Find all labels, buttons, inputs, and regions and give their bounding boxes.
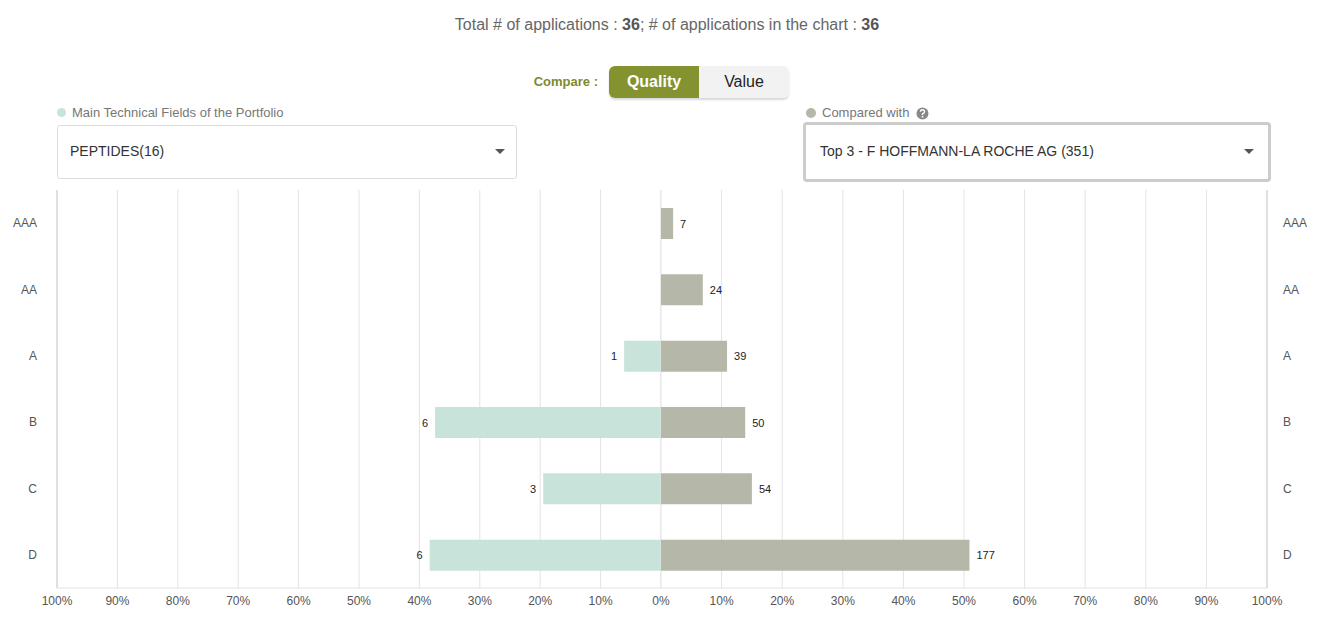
html-text:Total # of applications : 36;: Total # of applications : 36; # of appli… (454, 16, 880, 33)
html-text:Quality: Quality (626, 73, 682, 90)
svg-text:50%: 50% (952, 594, 976, 608)
svg-text:AAA: AAA (1283, 216, 1307, 230)
svg-text:C: C (1283, 482, 1292, 496)
svg-text:B: B (29, 415, 37, 429)
svg-text:54: 54 (759, 483, 771, 495)
svg-text:30%: 30% (468, 594, 492, 608)
svg-text:70%: 70% (226, 594, 250, 608)
svg-text:70%: 70% (1073, 594, 1097, 608)
svg-text:1: 1 (611, 350, 617, 362)
svg-text:90%: 90% (1194, 594, 1218, 608)
svg-text:177: 177 (976, 549, 994, 561)
svg-text:100%: 100% (1252, 594, 1283, 608)
svg-text:3: 3 (530, 483, 536, 495)
svg-text:20%: 20% (770, 594, 794, 608)
html-text:Value: Value (724, 73, 764, 90)
html-text:Top 3 - F HOFFMANN-LA ROCHE AG: Top 3 - F HOFFMANN-LA ROCHE AG (351) (820, 143, 1094, 159)
html-text:PEPTIDES(16): PEPTIDES(16) (70, 143, 165, 159)
svg-text:C: C (28, 482, 37, 496)
svg-text:0%: 0% (652, 594, 670, 608)
svg-text:24: 24 (710, 284, 722, 296)
html-text:Main Technical Fields of the P: Main Technical Fields of the Portfolio (72, 105, 284, 120)
html-text:Compare :: Compare : (533, 74, 598, 89)
svg-text:20%: 20% (528, 594, 552, 608)
svg-text:D: D (1283, 548, 1292, 562)
svg-text:80%: 80% (166, 594, 190, 608)
svg-text:39: 39 (734, 350, 746, 362)
svg-text:6: 6 (422, 417, 428, 429)
svg-text:30%: 30% (831, 594, 855, 608)
svg-text:80%: 80% (1134, 594, 1158, 608)
svg-text:50: 50 (752, 417, 764, 429)
svg-text:D: D (28, 548, 37, 562)
svg-text:10%: 10% (589, 594, 613, 608)
svg-text:50%: 50% (347, 594, 371, 608)
svg-text:60%: 60% (1013, 594, 1037, 608)
svg-text:6: 6 (417, 549, 423, 561)
svg-text:AAA: AAA (13, 216, 37, 230)
svg-text:AA: AA (21, 283, 37, 297)
html-text:Compared with: Compared with (822, 105, 910, 120)
svg-text:A: A (1283, 349, 1291, 363)
svg-text:7: 7 (680, 218, 686, 230)
svg-text:AA: AA (1283, 283, 1299, 297)
svg-text:B: B (1283, 415, 1291, 429)
svg-text:A: A (29, 349, 37, 363)
svg-text:40%: 40% (891, 594, 915, 608)
svg-text:60%: 60% (287, 594, 311, 608)
svg-text:40%: 40% (407, 594, 431, 608)
svg-text:100%: 100% (42, 594, 73, 608)
svg-text:10%: 10% (710, 594, 734, 608)
svg-text:90%: 90% (105, 594, 129, 608)
